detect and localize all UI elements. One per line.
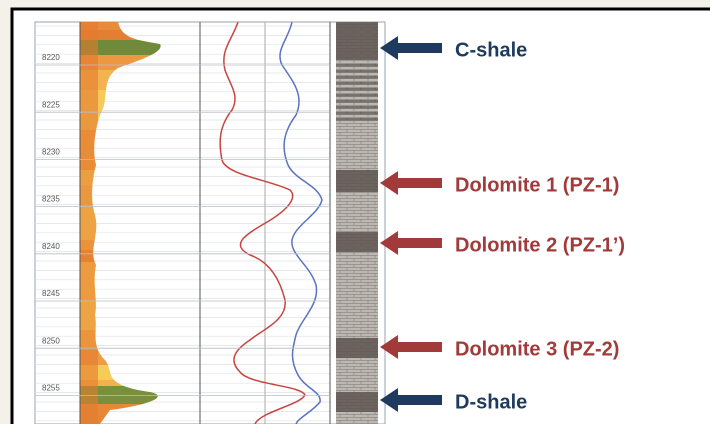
depth-label: 8230 xyxy=(42,148,60,157)
annotation-label: Dolomite 3 (PZ-2) xyxy=(455,338,619,360)
lithology-dark-band xyxy=(336,392,378,412)
annotation-label: C-shale xyxy=(455,39,527,61)
depth-label: 8250 xyxy=(42,336,60,345)
annotation-arrow xyxy=(380,335,442,359)
lithology-shale-stripe xyxy=(336,94,378,97)
annotation-arrow xyxy=(380,36,442,60)
lithology-shale-stripe xyxy=(336,118,378,121)
lithology-shale-stripe xyxy=(336,112,378,115)
lithology-dark-band xyxy=(336,338,378,358)
gr-band xyxy=(80,30,161,40)
lithology-shale-stripe xyxy=(336,100,378,103)
annotation-label: D-shale xyxy=(455,391,527,413)
annotation-arrow xyxy=(380,388,442,412)
lithology-dark-band xyxy=(336,22,378,60)
depth-labels: 8220 8225 8230 8235 8240 8245 8250 8255 xyxy=(35,53,330,396)
curve-red xyxy=(219,21,306,424)
annotation-label: Dolomite 2 (PZ-1’) xyxy=(455,234,625,256)
lithology-dark-band xyxy=(336,170,378,192)
gr-band xyxy=(80,40,161,55)
annotation-arrow xyxy=(380,231,442,255)
lithology-shale-stripe xyxy=(336,106,378,109)
lithology-shale-stripe xyxy=(336,76,378,79)
gr-edge xyxy=(80,22,98,424)
depth-label: 8255 xyxy=(42,384,60,393)
lithology-column xyxy=(336,22,378,424)
lithology-shale-stripe xyxy=(336,82,378,85)
depth-label: 8240 xyxy=(42,242,60,251)
annotations: C-shale Dolomite 1 (PZ-1) Dolomite 2 (PZ-1… xyxy=(380,36,625,413)
annotation-label: Dolomite 1 (PZ-1) xyxy=(455,174,619,196)
depth-label: 8245 xyxy=(42,289,60,298)
lithology-shale-stripe xyxy=(336,70,378,73)
lithology-shale-stripe xyxy=(336,88,378,91)
curve-blue xyxy=(279,21,323,424)
annotation-arrow xyxy=(380,171,442,195)
lithology-shale-stripe xyxy=(336,64,378,67)
depth-label: 8220 xyxy=(42,53,60,62)
lithology-dark-band xyxy=(336,232,378,252)
depth-label: 8225 xyxy=(42,100,60,109)
depth-label: 8235 xyxy=(42,195,60,204)
